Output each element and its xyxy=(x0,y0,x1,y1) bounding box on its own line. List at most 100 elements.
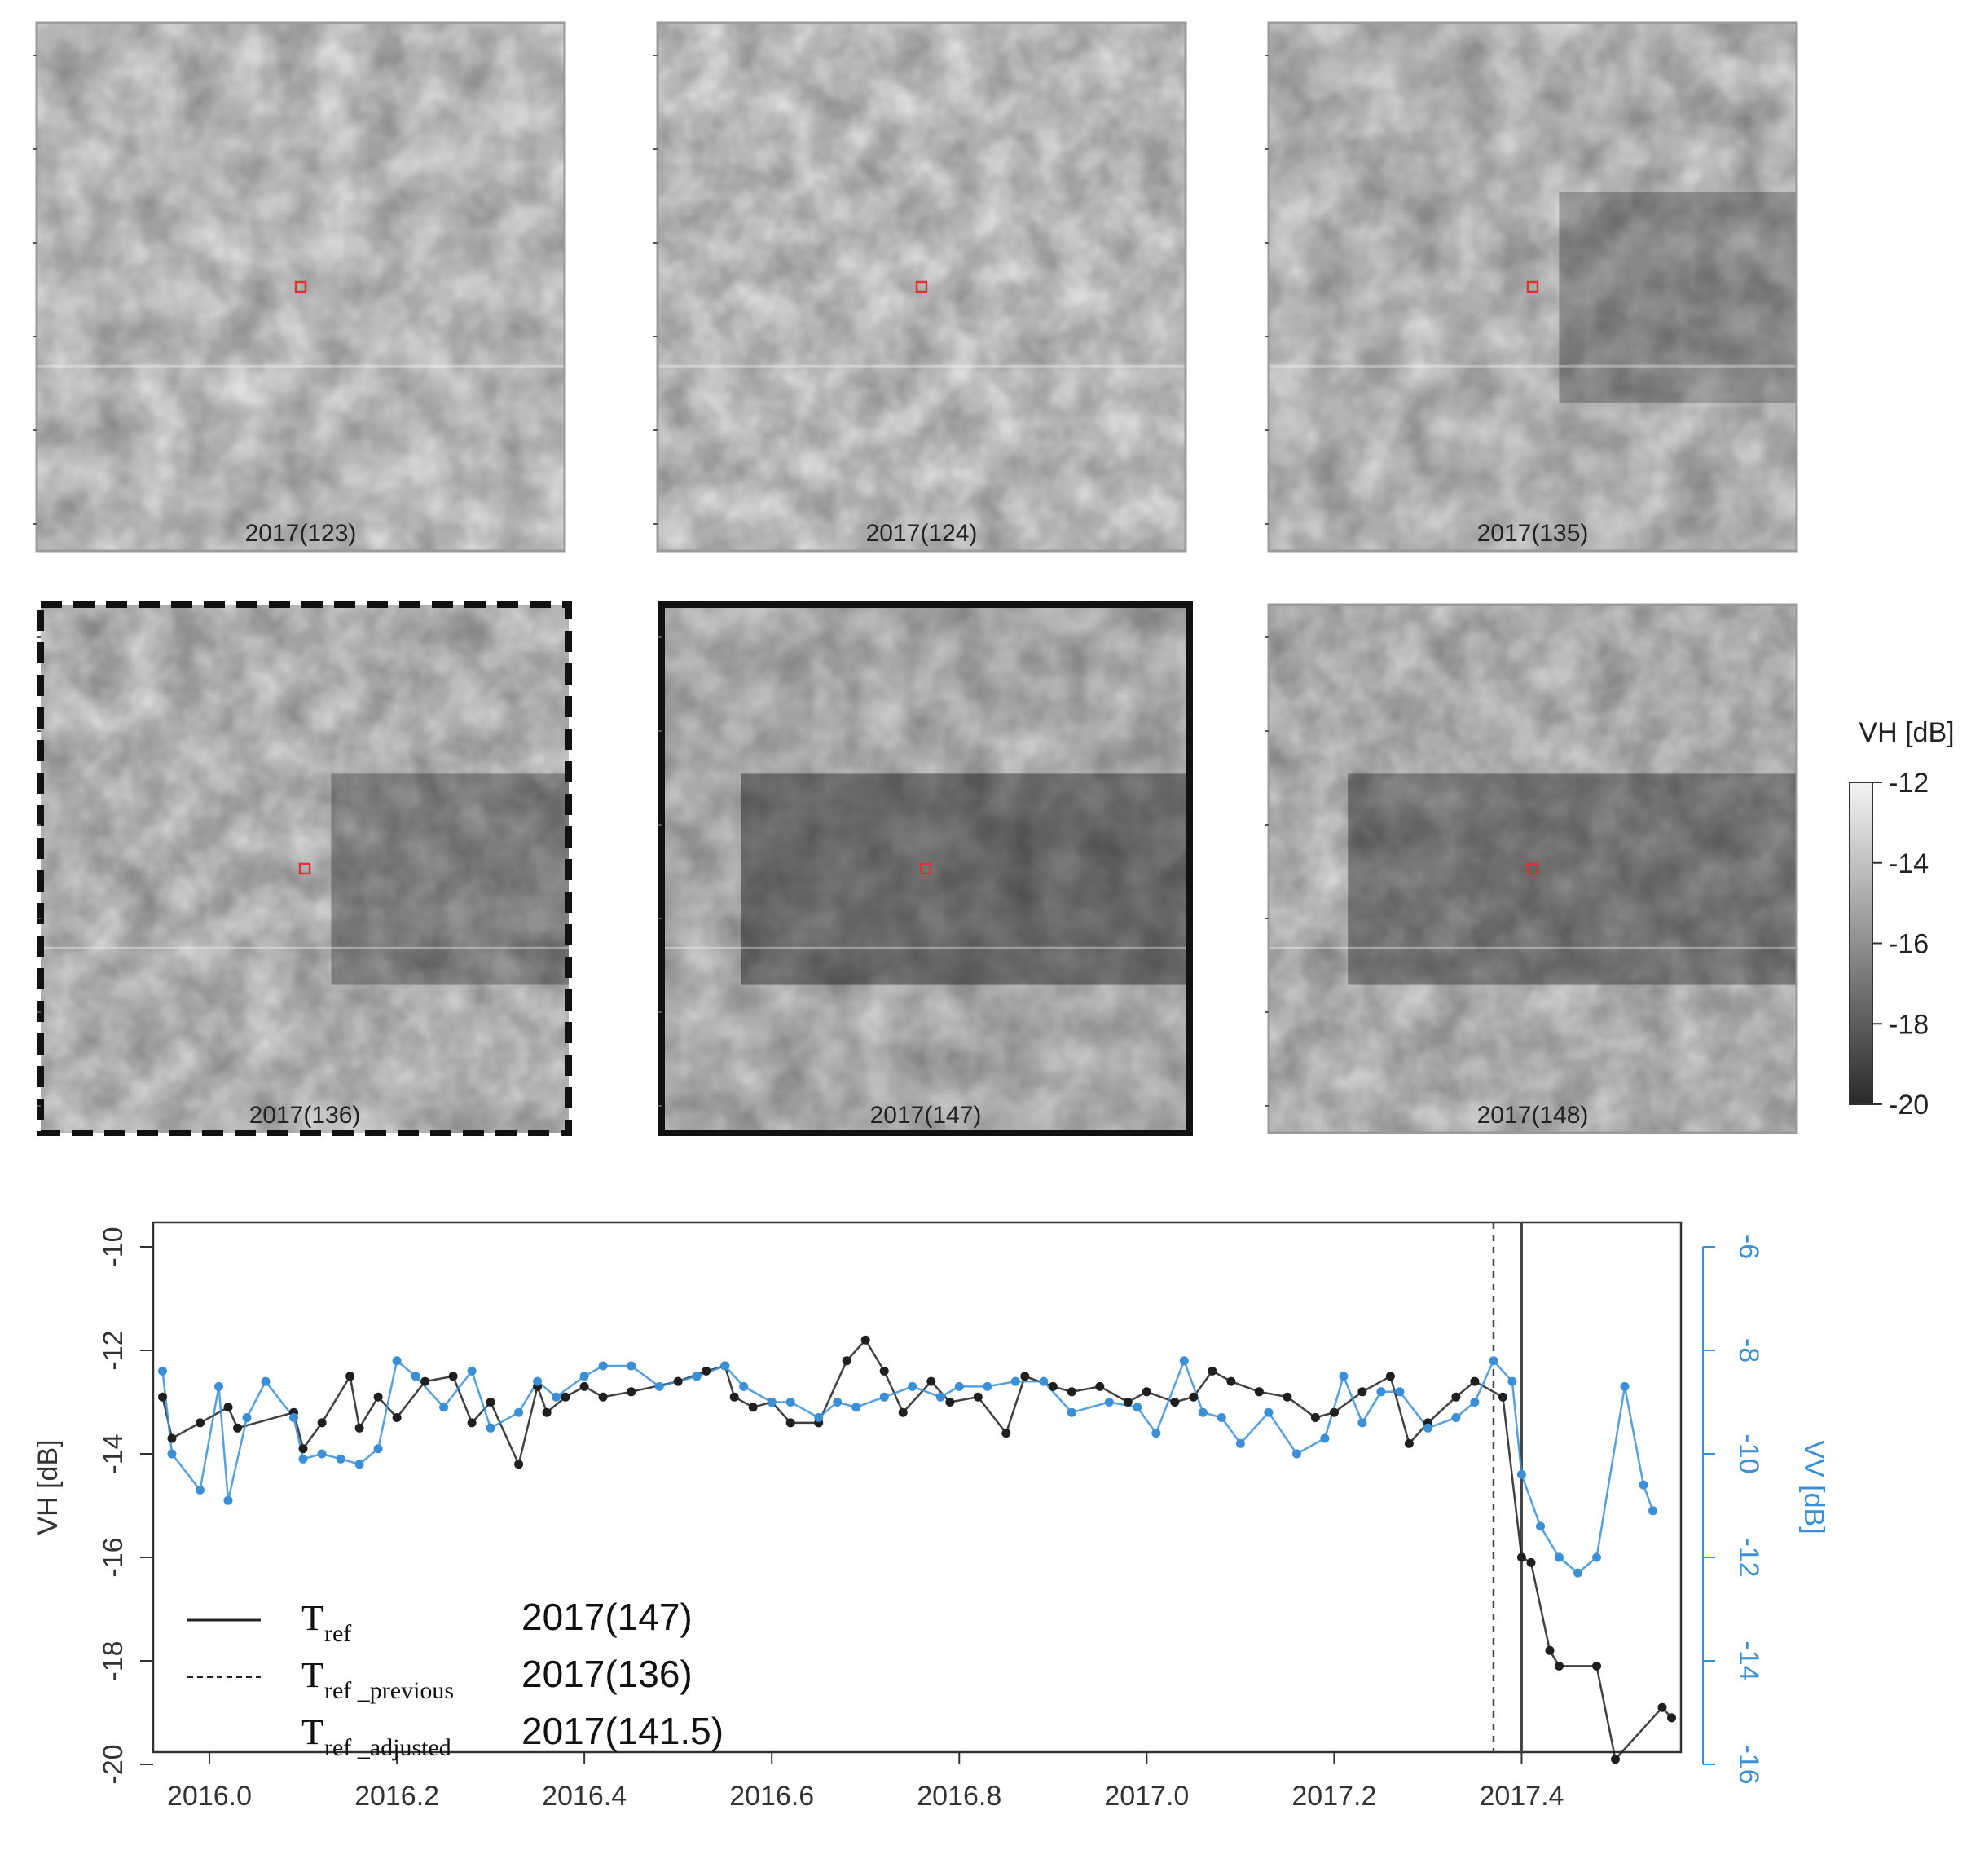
vv-point xyxy=(1470,1398,1480,1407)
vv-point xyxy=(392,1356,402,1366)
y2-tick-label: -8 xyxy=(1733,1338,1764,1363)
vh-point xyxy=(373,1392,383,1402)
legend-value: 2017(147) xyxy=(521,1596,693,1638)
y2-tick-label: -10 xyxy=(1733,1433,1764,1473)
vh-point xyxy=(354,1423,364,1433)
target-marker xyxy=(915,280,928,293)
panel-texture xyxy=(41,605,569,1133)
colorbar-gradient xyxy=(1849,782,1873,1105)
vv-point xyxy=(1573,1568,1582,1578)
panel-frame xyxy=(1267,21,1798,553)
vv-point xyxy=(552,1392,561,1402)
y-axis-label: VH [dB] xyxy=(33,1439,64,1535)
x-tick-label: 2016.4 xyxy=(542,1781,627,1812)
vh-point xyxy=(1357,1387,1367,1397)
vh-point xyxy=(1385,1372,1395,1381)
vv-point xyxy=(336,1454,345,1464)
vv-point xyxy=(767,1398,777,1407)
vv-point xyxy=(289,1413,298,1422)
panel-frame xyxy=(37,601,572,1136)
vh-point xyxy=(298,1444,308,1454)
panel-texture xyxy=(37,23,565,551)
vh-point xyxy=(1526,1557,1536,1567)
vv-point xyxy=(1357,1418,1367,1428)
time-series-chart: 2016.0 2016.2 2016.4 2016.6 2016.8 2017.0 2017… xyxy=(33,1221,1829,1812)
vv-point xyxy=(1264,1407,1274,1417)
x-tick-label: 2016.6 xyxy=(729,1781,814,1812)
vv-point xyxy=(908,1381,917,1391)
vh-point xyxy=(1329,1407,1339,1417)
vh-point xyxy=(392,1413,402,1422)
vh-point xyxy=(926,1376,936,1386)
vv-point xyxy=(1639,1480,1648,1490)
vv-point xyxy=(1179,1356,1189,1366)
vv-point xyxy=(1536,1521,1545,1531)
vv-point xyxy=(467,1366,477,1376)
vv-point xyxy=(983,1381,992,1391)
panel-label: 2017(136) xyxy=(249,1102,361,1129)
vv-point xyxy=(1133,1403,1142,1412)
panel-texture xyxy=(658,23,1186,551)
panel-texture xyxy=(662,605,1190,1133)
vv-point xyxy=(935,1392,945,1402)
vv-point xyxy=(223,1495,233,1505)
vh-point xyxy=(1470,1376,1480,1386)
vh-point xyxy=(561,1392,570,1402)
panel-frame xyxy=(658,601,1193,1136)
colorbar-tick-label: -14 xyxy=(1889,848,1929,879)
vv-point xyxy=(1217,1413,1226,1422)
vv-point xyxy=(785,1398,795,1407)
vh-point xyxy=(467,1418,477,1428)
vv-point xyxy=(214,1381,223,1391)
y-tick-label: -10 xyxy=(98,1226,129,1266)
vv-point xyxy=(1104,1398,1114,1407)
panel-label: 2017(124) xyxy=(866,520,978,547)
vh-point xyxy=(1067,1387,1076,1397)
x-tick-label: 2017.4 xyxy=(1479,1781,1564,1812)
vh-point xyxy=(1020,1372,1030,1381)
image-panel: 2017(124) xyxy=(653,21,1187,553)
vv-point xyxy=(1489,1356,1498,1366)
y2-axis-label: VV [dB] xyxy=(1798,1440,1829,1534)
vh-point xyxy=(345,1372,355,1381)
vh-point xyxy=(167,1433,177,1443)
vv-point xyxy=(1516,1469,1526,1479)
vv-point xyxy=(1320,1433,1330,1443)
vh-point xyxy=(1657,1702,1667,1712)
vh-point xyxy=(1404,1438,1414,1448)
vh-point xyxy=(1555,1661,1564,1671)
vv-point xyxy=(158,1366,167,1376)
plot-frame xyxy=(152,1221,1683,1754)
vv-point xyxy=(317,1449,327,1459)
image-panel: 2017(135) xyxy=(1265,21,1798,553)
vh-point xyxy=(1095,1381,1105,1391)
vv-point xyxy=(354,1460,364,1469)
vv-point xyxy=(196,1485,205,1495)
vv-point xyxy=(533,1376,543,1386)
vv-point xyxy=(486,1423,495,1433)
vh-point xyxy=(1592,1661,1601,1671)
x-tick-label: 2016.2 xyxy=(354,1781,439,1812)
vv-point xyxy=(627,1361,636,1371)
vh-point xyxy=(1545,1645,1555,1655)
colorbar-title: VH [dB] xyxy=(1859,717,1954,748)
vv-point xyxy=(598,1361,608,1371)
target-marker xyxy=(298,862,311,875)
legend-symbol: T xyxy=(301,1712,323,1752)
x-tick-label: 2016.8 xyxy=(917,1781,1001,1812)
panel-label: 2017(148) xyxy=(1477,1102,1589,1129)
vh-point xyxy=(1208,1366,1217,1376)
vh-point xyxy=(748,1403,758,1412)
vv-point xyxy=(1010,1376,1020,1386)
vh-point xyxy=(1283,1392,1292,1402)
image-panel: 2017(123) xyxy=(33,21,566,553)
vh-point xyxy=(1254,1387,1264,1397)
legend-value: 2017(136) xyxy=(521,1653,693,1695)
vh-point xyxy=(729,1392,739,1402)
vh-point xyxy=(1498,1392,1507,1402)
panel-frame xyxy=(656,21,1187,553)
vv-point xyxy=(439,1403,449,1412)
legend-subscript: ref _adjusted xyxy=(324,1734,451,1761)
